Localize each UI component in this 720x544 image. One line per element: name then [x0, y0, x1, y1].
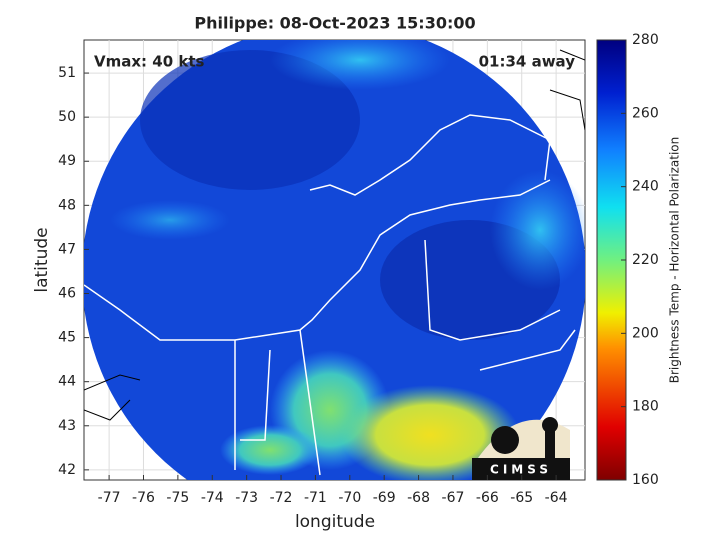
y-tick-label: 46: [58, 286, 76, 302]
x-tick-label: -71: [304, 490, 327, 506]
y-tick-label: 44: [58, 374, 76, 390]
chart-title: Philippe: 08-Oct-2023 15:30:00: [194, 14, 475, 33]
x-tick-label: -75: [166, 490, 189, 506]
y-tick-label: 49: [58, 153, 76, 169]
x-tick-label: -76: [132, 490, 155, 506]
y-tick-label: 43: [58, 418, 76, 434]
y-tick-label: 42: [58, 462, 76, 478]
colorbar-tick-label: 160: [632, 472, 659, 488]
x-tick-label: -65: [510, 490, 533, 506]
x-tick-label: -77: [98, 490, 121, 506]
colorbar-tick-label: 180: [632, 399, 659, 415]
cold-region: [140, 50, 360, 190]
warm-region: [490, 170, 585, 290]
warm-region: [220, 425, 320, 475]
colorbar-tick-label: 220: [632, 252, 659, 268]
annotation: Vmax: 40 kts: [94, 53, 204, 71]
plot-area: CIMSS Vmax: 40 kts 01:34 away: [83, 39, 586, 481]
x-tick-label: -68: [407, 490, 430, 506]
y-tick-label: 45: [58, 330, 76, 346]
colorbar-tick-label: 260: [632, 105, 659, 121]
warm-region: [340, 385, 520, 480]
annotation: 01:34 away: [479, 53, 576, 71]
y-tick-label: 48: [58, 197, 76, 213]
colorbar-label: Brightness Temp - Horizontal Polarizatio…: [668, 137, 682, 384]
warm-region: [270, 40, 450, 90]
x-tick-label: -69: [373, 490, 396, 506]
colorbar-tick-label: 240: [632, 179, 659, 195]
x-tick-label: -70: [338, 490, 361, 506]
y-tick-label: 50: [58, 109, 76, 125]
x-tick-label: -64: [545, 490, 568, 506]
y-tick-label: 47: [58, 241, 76, 257]
coastlines: [84, 114, 576, 476]
y-tick-label: 51: [58, 65, 76, 81]
x-axis-label: longitude: [295, 512, 375, 532]
colorbar-tick-label: 280: [632, 32, 659, 48]
cimss-logo: CIMSS: [472, 417, 570, 480]
x-tick-label: -66: [476, 490, 499, 506]
colorbar-tick-label: 200: [632, 325, 659, 341]
x-tick-label: -73: [235, 490, 258, 506]
y-axis-label: latitude: [32, 227, 52, 292]
x-tick-label: -72: [270, 490, 293, 506]
logo-text: CIMSS: [490, 463, 552, 477]
x-tick-label: -67: [442, 490, 465, 506]
outer-coastlines: [84, 49, 585, 421]
warm-region: [110, 200, 230, 240]
satellite-image: [84, 40, 585, 480]
x-tick-label: -74: [201, 490, 224, 506]
